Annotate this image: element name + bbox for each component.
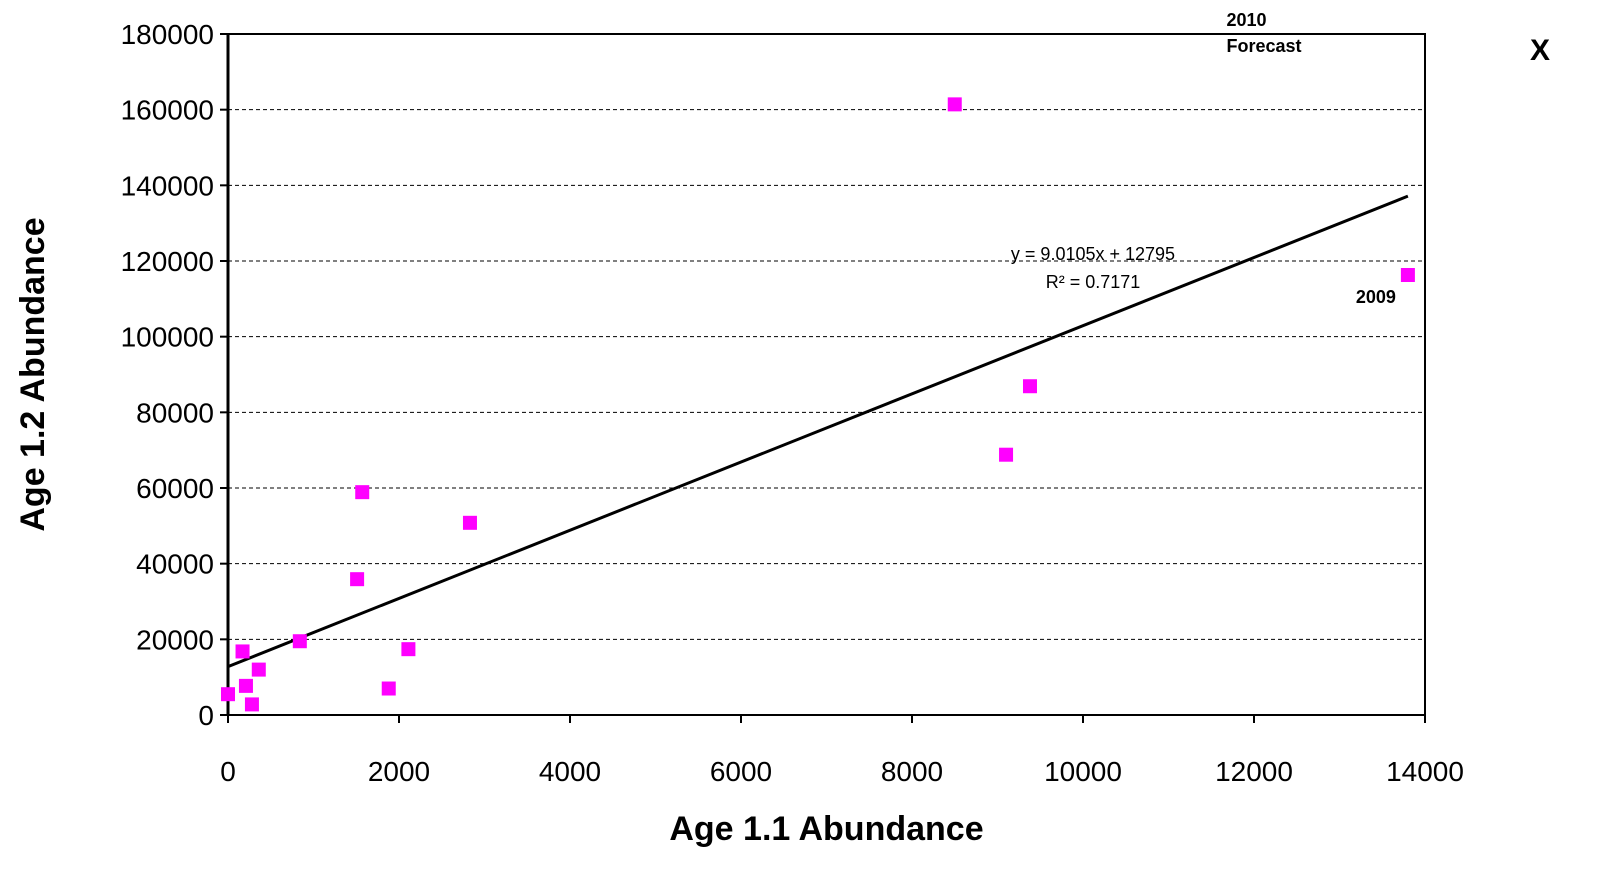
data-point [221, 687, 235, 702]
data-point [235, 644, 250, 659]
y-tick-label: 160000 [121, 95, 214, 126]
x-axis-ticks: 0 2000 4000 6000 8000 10000 12000 14000 [220, 715, 1464, 787]
x-tick-label: 8000 [881, 756, 943, 787]
forecast-label-year: 2010 [1227, 10, 1267, 30]
data-point [999, 447, 1014, 462]
data-point [1022, 379, 1037, 394]
y-axis-ticks: 0 20000 40000 60000 80000 100000 120000 140000 1… [121, 19, 228, 731]
y-tick-label: 80000 [136, 397, 214, 428]
forecast-label-text: Forecast [1227, 36, 1302, 56]
data-point [238, 678, 253, 693]
y-tick-label: 40000 [136, 549, 214, 580]
y-tick-label: 0 [198, 700, 214, 731]
trendline-equation: y = 9.0105x + 12795 [1011, 244, 1175, 264]
x-tick-label: 4000 [539, 756, 601, 787]
x-tick-label: 0 [220, 756, 236, 787]
x-tick-label: 2000 [368, 756, 430, 787]
y-tick-label: 100000 [121, 322, 214, 353]
y-tick-label: 20000 [136, 624, 214, 655]
data-point [401, 642, 416, 657]
trendline-r-squared: R² = 0.7171 [1046, 272, 1141, 292]
gridlines [228, 109, 1425, 640]
data-point [381, 681, 396, 696]
y-tick-label: 60000 [136, 473, 214, 504]
trendline [227, 194, 1409, 668]
data-point [355, 485, 370, 500]
y-tick-label: 140000 [121, 170, 214, 201]
plot-area-frame [227, 33, 1426, 716]
y-axis-title: Age 1.2 Abundance [14, 217, 52, 531]
forecast-marker: X [1530, 34, 1550, 67]
data-point [947, 97, 962, 112]
data-point [1400, 267, 1415, 282]
data-point [292, 634, 307, 649]
x-tick-label: 14000 [1386, 756, 1464, 787]
point-label-2009: 2009 [1356, 287, 1396, 307]
data-point [244, 697, 259, 712]
x-tick-label: 6000 [710, 756, 772, 787]
data-point [350, 572, 365, 587]
x-tick-label: 10000 [1044, 756, 1122, 787]
y-tick-label: 180000 [121, 19, 214, 50]
data-point [462, 515, 477, 530]
x-tick-label: 12000 [1215, 756, 1293, 787]
data-points [221, 97, 1415, 712]
y-tick-label: 120000 [121, 246, 214, 277]
data-point [251, 662, 266, 677]
x-axis-title: Age 1.1 Abundance [669, 810, 983, 848]
